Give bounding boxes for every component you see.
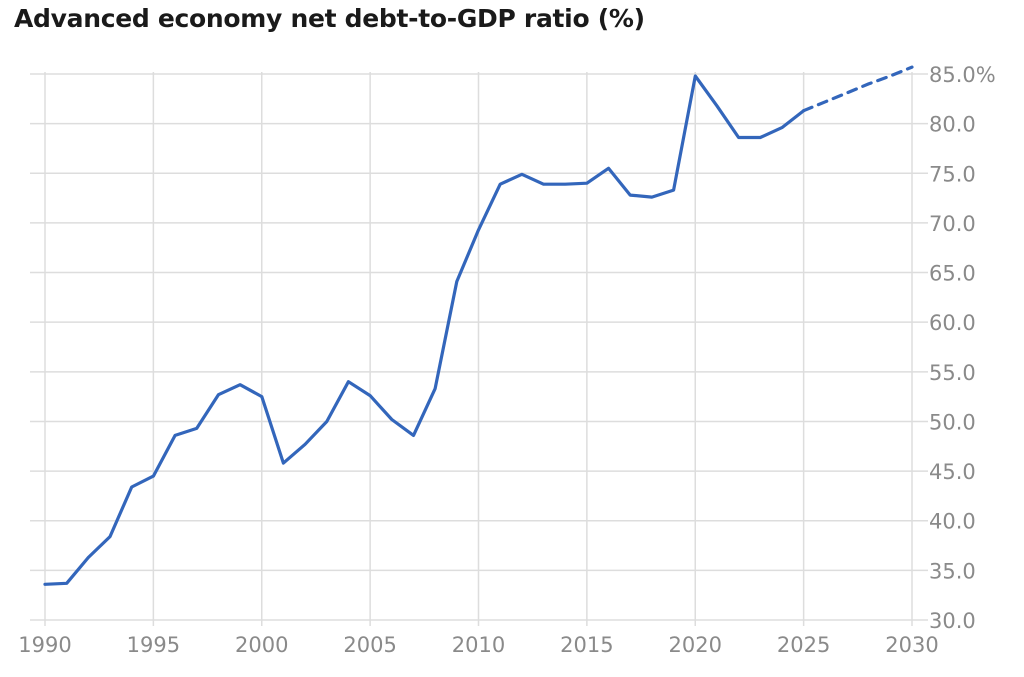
series-layer [43, 65, 914, 586]
y-tick-label: 35.0 [929, 559, 976, 583]
x-tick-label: 2000 [235, 633, 288, 657]
historical-line [43, 74, 806, 586]
x-tick-label: 1990 [18, 633, 71, 657]
y-tick-label: 65.0 [929, 262, 976, 286]
x-tick-label: 2020 [669, 633, 722, 657]
y-tick-label: 60.0 [929, 311, 976, 335]
x-axis-tick-labels: 1990 1995 2000 2005 2010 2015 2020 2025 2030 [18, 633, 938, 657]
x-tick-label: 2005 [343, 633, 396, 657]
x-tick-label: 2030 [885, 633, 938, 657]
x-tick-label: 2015 [560, 633, 613, 657]
chart-title: Advanced economy net debt-to-GDP ratio (… [14, 4, 645, 33]
y-tick-label: 75.0 [929, 162, 976, 186]
y-axis-tick-labels: 30.0 35.0 40.0 45.0 50.0 55.0 60.0 65.0 70.0 75.0… [929, 63, 996, 633]
y-tick-label: 70.0 [929, 212, 976, 236]
y-tick-label: 55.0 [929, 361, 976, 385]
y-tick-label: 30.0 [929, 609, 976, 633]
forecast-line [801, 65, 914, 113]
y-tick-label: 45.0 [929, 460, 976, 484]
y-tick-label: 85.0% [929, 63, 996, 87]
y-tick-label: 40.0 [929, 510, 976, 534]
y-tick-label: 80.0 [929, 113, 976, 137]
x-tick-label: 1995 [127, 633, 180, 657]
y-tick-label: 50.0 [929, 410, 976, 434]
x-tick-label: 2025 [777, 633, 830, 657]
vertical-gridlines [44, 72, 913, 626]
x-tick-label: 2010 [452, 633, 505, 657]
